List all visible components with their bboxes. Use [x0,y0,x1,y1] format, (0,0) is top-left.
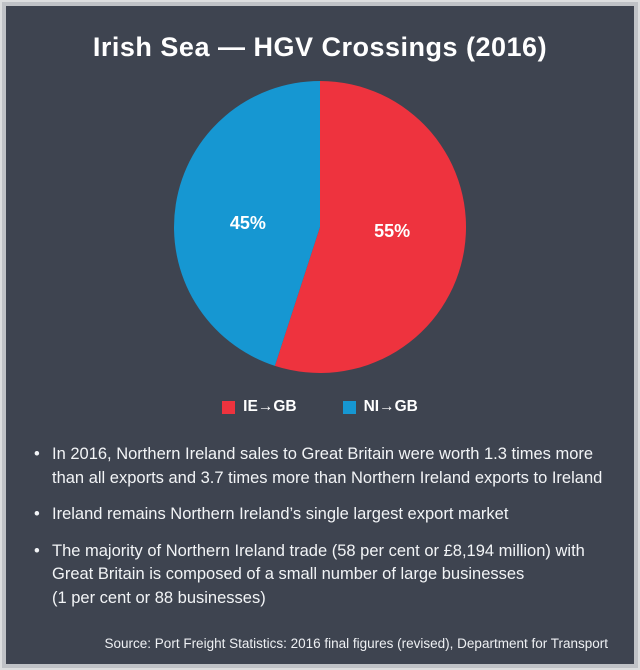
bullet-text: Ireland remains Northern Ireland’s singl… [52,505,509,523]
key-facts-list: • In 2016, Northern Ireland sales to Gre… [30,443,620,623]
bullet-icon: • [34,445,40,463]
legend-item-ie-gb: IE→GB [222,398,297,416]
list-item: • Ireland remains Northern Ireland’s sin… [30,503,620,527]
pie-slice-ie-gb [274,81,467,373]
infographic-canvas: Irish Sea — HGV Crossings (2016) 55% 45% … [6,6,634,664]
bullet-text: In 2016, Northern Ireland sales to Great… [52,445,603,487]
pie-slice-percent-label: 55% [374,221,410,241]
pie-slice-ni-gb [174,81,320,366]
legend-label: IE→GB [243,398,297,415]
legend-label: NI→GB [363,398,418,415]
bullet-text: The majority of Northern Ireland trade (… [52,541,585,607]
pie-chart: 55% 45% [174,81,467,373]
bullet-icon: • [34,505,40,523]
legend-swatch-icon [222,400,236,414]
legend-swatch-icon [342,400,356,414]
list-item: • The majority of Northern Ireland trade… [30,540,620,611]
source-attribution: Source: Port Freight Statistics: 2016 fi… [104,636,608,651]
legend-item-ni-gb: NI→GB [342,398,418,416]
chart-legend: IE→GB NI→GB [6,398,634,416]
pie-slice-percent-label: 45% [230,213,266,233]
list-item: • In 2016, Northern Ireland sales to Gre… [30,443,620,490]
bullet-icon: • [34,541,40,560]
page-title: Irish Sea — HGV Crossings (2016) [92,32,548,62]
